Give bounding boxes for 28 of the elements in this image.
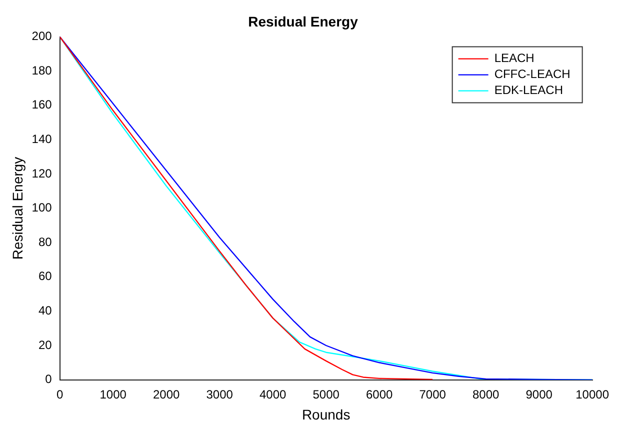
x-tick-label: 2000 <box>152 387 180 402</box>
y-axis-title: Residual Energy <box>9 156 26 260</box>
x-axis-title: Rounds <box>302 406 350 422</box>
y-tick-label: 140 <box>32 132 52 146</box>
x-tick-label: 0 <box>56 387 64 402</box>
x-tick-label: 10000 <box>576 387 610 402</box>
x-tick-label: 7000 <box>419 387 446 402</box>
legend-label: LEACH <box>494 51 534 66</box>
y-tick-label: 120 <box>32 166 52 180</box>
y-tick-label: 80 <box>38 234 52 249</box>
x-tick-label: 5000 <box>312 387 340 402</box>
x-tick-label: 6000 <box>366 387 393 402</box>
y-tick-label: 60 <box>38 269 52 284</box>
x-tick-label: 4000 <box>259 387 286 402</box>
y-tick-label: 40 <box>38 304 52 318</box>
y-tick-label: 20 <box>38 338 52 352</box>
x-tick-label: 8000 <box>472 387 500 402</box>
x-tick-label: 3000 <box>206 387 234 402</box>
y-tick-label: 180 <box>32 63 52 78</box>
legend-label: EDK-LEACH <box>494 83 563 98</box>
y-tick-label: 100 <box>32 200 52 215</box>
chart-title: Residual Energy <box>248 13 358 30</box>
legend-label: CFFC-LEACH <box>494 67 570 82</box>
x-tick-label: 9000 <box>526 387 553 402</box>
y-tick-label: 0 <box>45 372 52 386</box>
y-tick-label: 160 <box>32 98 52 112</box>
x-tick-label: 1000 <box>100 387 127 402</box>
y-tick-label: 200 <box>32 29 52 44</box>
